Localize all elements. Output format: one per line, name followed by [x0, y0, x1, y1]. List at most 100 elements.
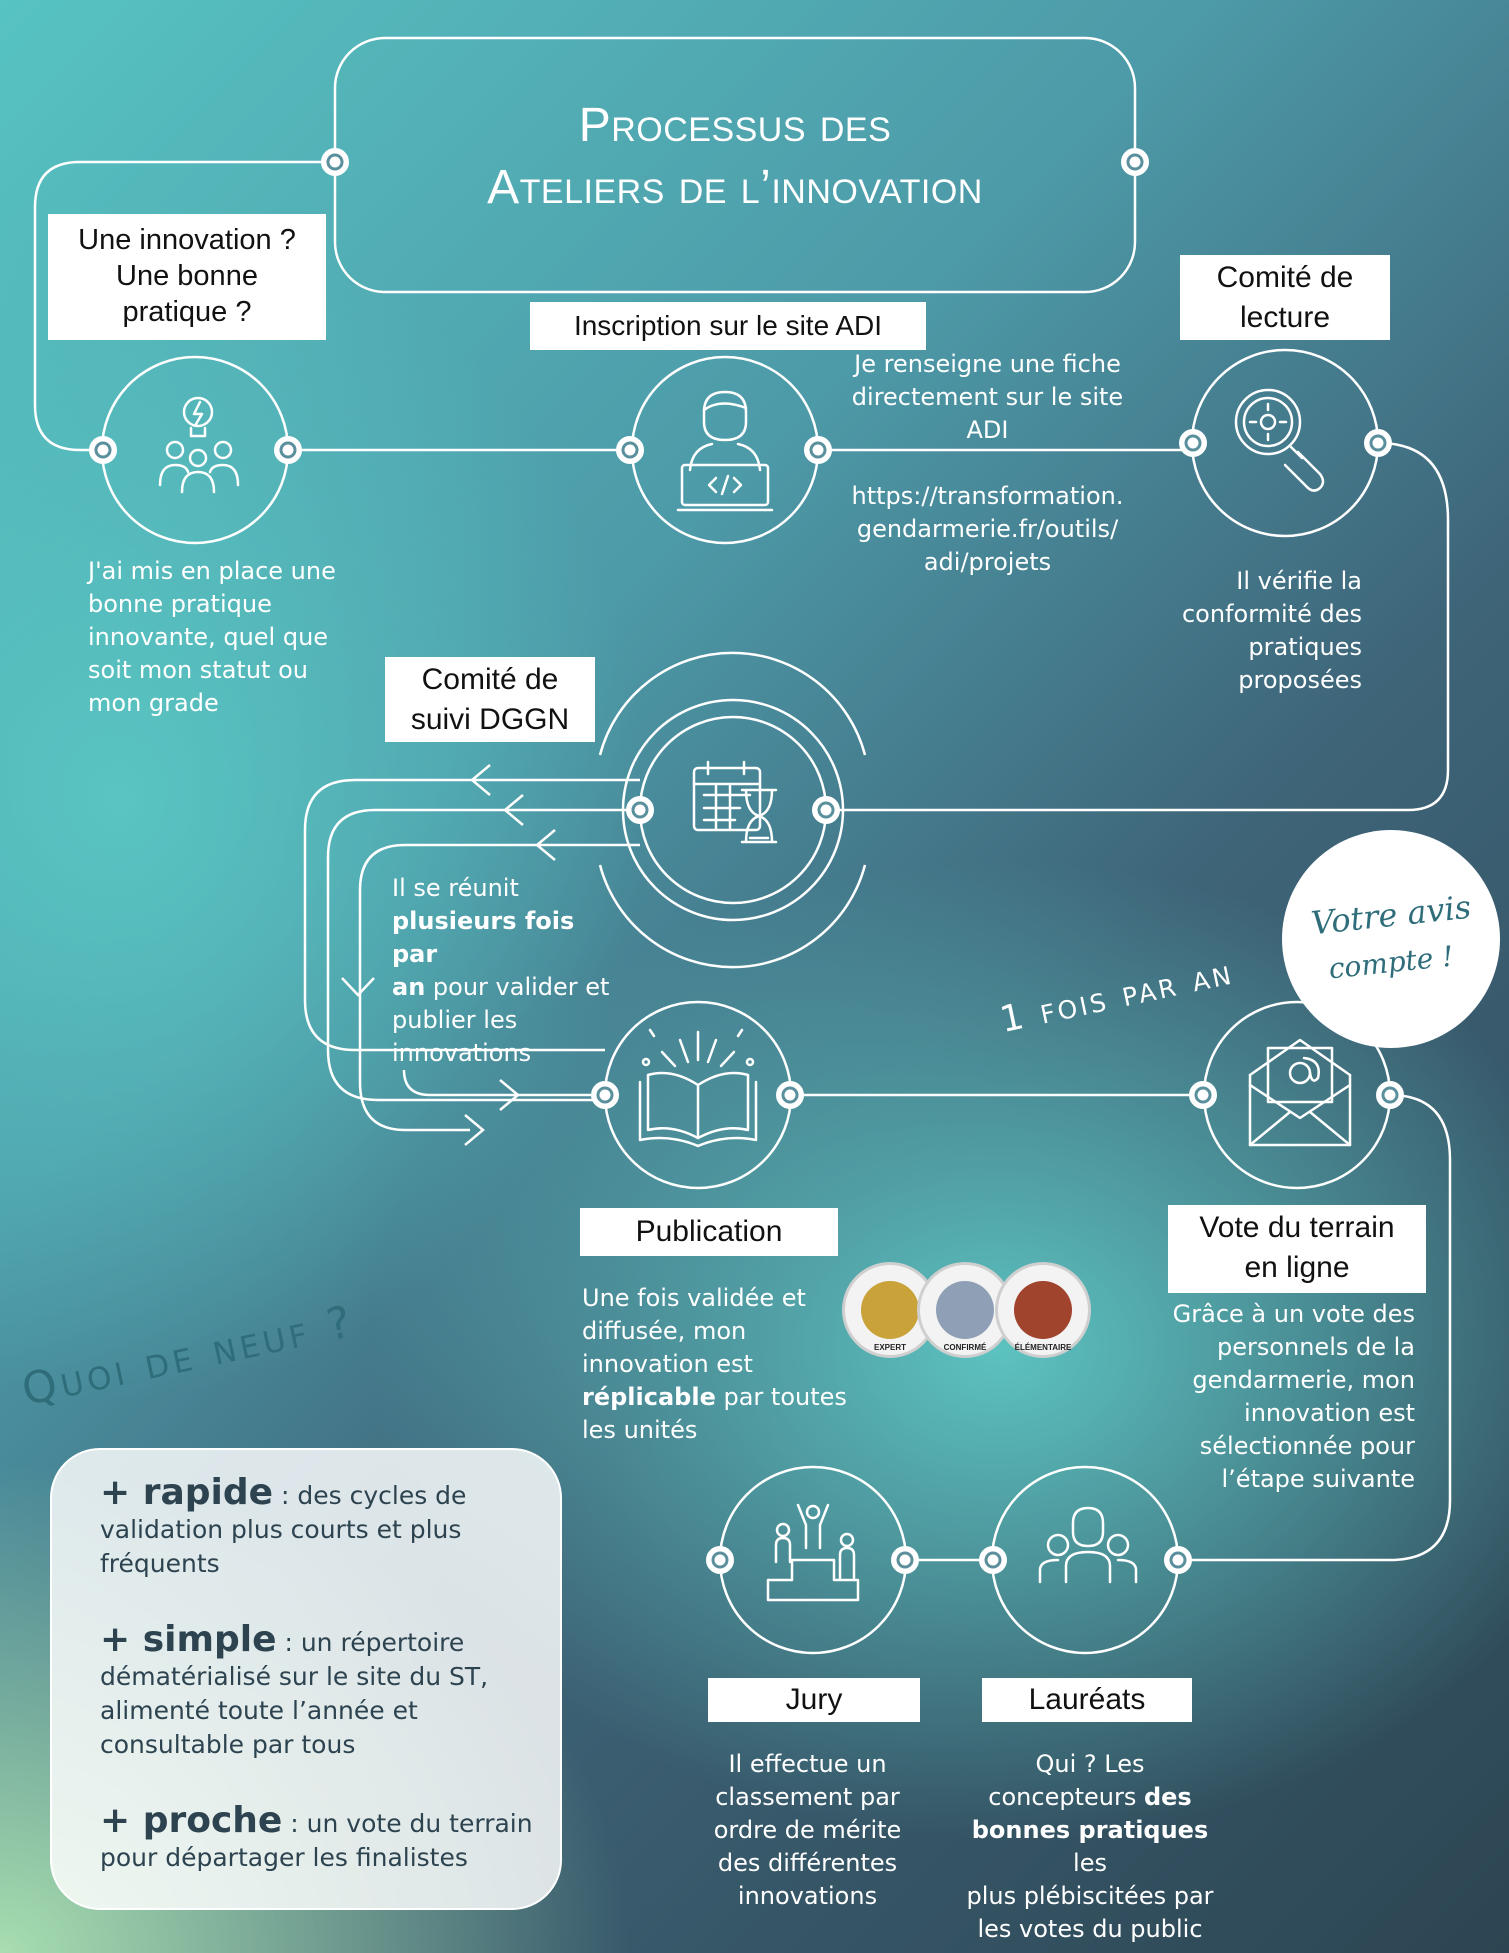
- inscription-circle: [630, 355, 820, 545]
- desc-line: directement sur le site: [851, 383, 1124, 411]
- step-suivi-label: Comité de suivi DGGN: [385, 657, 595, 742]
- label-line: pratique ?: [122, 296, 252, 328]
- desc-text: par toutes: [715, 1383, 847, 1411]
- label-line: Comité de: [421, 663, 559, 696]
- step-inscription-label: Inscription sur le site ADI: [530, 302, 926, 350]
- desc-line: Je renseigne une fiche: [854, 350, 1121, 378]
- desc-text: concepteurs: [988, 1783, 1144, 1811]
- desc-line: les votes du public: [977, 1915, 1203, 1943]
- bubble-line-2: compte !: [1327, 939, 1455, 986]
- label-line: en ligne: [1244, 1251, 1350, 1284]
- desc-line: ordre de mérite: [713, 1816, 902, 1844]
- connector-lecture-suivi: [826, 441, 1450, 812]
- desc-line: innovation est: [582, 1350, 753, 1378]
- desc-line: gendarmerie, mon: [1192, 1366, 1415, 1394]
- loop-4: [402, 1069, 605, 1097]
- lecture-circle: [1190, 348, 1380, 538]
- label-line: Vote du terrain: [1199, 1211, 1395, 1244]
- step-lecture-desc: Il vérifie la conformité des pratiques p…: [1150, 565, 1362, 697]
- suivi-circle-mid: [621, 698, 845, 922]
- step-vote-label: Vote du terrain en ligne: [1168, 1205, 1426, 1293]
- desc-line: personnels de la: [1216, 1333, 1415, 1361]
- label-line: Comité de: [1216, 261, 1354, 294]
- step-lecture-label: Comité de lecture: [1180, 255, 1390, 340]
- step-publication-desc: Une fois validée et diffusée, mon innova…: [582, 1282, 852, 1447]
- badge-confirme-text: CONFIRMÉ: [943, 1343, 987, 1352]
- desc-line: Il vérifie la: [1236, 567, 1362, 595]
- desc-line: Il effectue un: [728, 1750, 887, 1778]
- connector-title-innovation: [33, 160, 335, 452]
- loop-1: [303, 778, 640, 1052]
- news-item-proche: + proche : un vote du terrain pour dépar…: [100, 1803, 540, 1875]
- suivi-circle-inner: [638, 715, 828, 905]
- badge-elementaire: ÉLÉMENTAIRE: [995, 1262, 1091, 1358]
- desc-line: J'ai mis en place une: [88, 557, 336, 585]
- news-keyword: + rapide: [100, 1472, 274, 1513]
- arrow-down: [341, 977, 375, 997]
- desc-line: mon grade: [88, 689, 219, 717]
- badge-elementaire-emblem: [1014, 1281, 1072, 1339]
- desc-line: innovations: [392, 1039, 532, 1067]
- desc-bold: plusieurs fois par: [392, 907, 575, 968]
- desc-line: des différentes: [717, 1849, 898, 1877]
- desc-line: publier les: [392, 1006, 518, 1034]
- label-line: Une bonne: [116, 260, 258, 292]
- arrow-right-2: [464, 1114, 485, 1146]
- step-laureats-desc: Qui ? Les concepteurs des bonnes pratiqu…: [955, 1748, 1225, 1946]
- votre-avis-bubble: Votre avis compte !: [1282, 830, 1500, 1048]
- desc-line: soit mon statut ou: [88, 656, 308, 684]
- news-item-simple: + simple : un répertoire dématérialisé s…: [100, 1622, 540, 1762]
- news-item-rapide: + rapide : des cycles de validation plus…: [100, 1475, 540, 1581]
- calendar-hourglass-icon: [692, 760, 778, 844]
- podium-icon: [766, 1503, 860, 1602]
- step-innovation-desc: J'ai mis en place une bonne pratique inn…: [88, 555, 388, 720]
- adi-link[interactable]: gendarmerie.fr/outils/: [856, 515, 1119, 543]
- desc-line: plus plébiscitées par: [966, 1882, 1214, 1910]
- desc-bold: bonnes pratiques: [971, 1816, 1209, 1844]
- desc-line: classement par: [715, 1783, 900, 1811]
- email-envelope-icon: [1248, 1038, 1352, 1147]
- desc-line: innovations: [737, 1882, 878, 1910]
- desc-line: innovante, quel que: [88, 623, 329, 651]
- news-box: + rapide : des cycles de validation plus…: [50, 1448, 562, 1910]
- arrow-left-2: [503, 794, 524, 826]
- desc-line: Il se réunit: [392, 874, 519, 902]
- arrow-left-3: [535, 829, 556, 861]
- loop-3: [358, 843, 640, 1132]
- step-laureats-label: Lauréats: [982, 1678, 1192, 1722]
- step-jury-desc: Il effectue un classement par ordre de m…: [690, 1748, 925, 1913]
- suivi-arc-top: [598, 651, 867, 756]
- desc-line: bonne pratique: [88, 590, 272, 618]
- desc-bold: réplicable: [582, 1383, 716, 1411]
- desc-bold: des: [1143, 1783, 1192, 1811]
- label-line: Une innovation ?: [78, 224, 296, 256]
- desc-text: les: [1073, 1849, 1107, 1877]
- adi-link[interactable]: https://transformation.: [851, 482, 1124, 510]
- magnifier-gear-icon: [1234, 388, 1325, 492]
- desc-text: pour valider et: [425, 973, 610, 1001]
- adi-link[interactable]: adi/projets: [923, 548, 1052, 576]
- title-line-1: Processus des: [578, 99, 892, 152]
- desc-line: Qui ? Les: [1035, 1750, 1145, 1778]
- title-line-2: Ateliers de l’innovation: [487, 161, 983, 214]
- step-jury-label: Jury: [708, 1678, 920, 1722]
- connector-vote-laureats: [1178, 1093, 1452, 1562]
- step-publication-label: Publication: [580, 1208, 838, 1256]
- badge-expert-text: EXPERT: [873, 1343, 906, 1352]
- news-text: : un vote du terrain pour départager les…: [100, 1809, 533, 1872]
- news-keyword: + simple: [100, 1619, 277, 1660]
- step-suivi-desc: Il se réunit plusieurs fois par an pour …: [392, 872, 622, 1070]
- desc-line: proposées: [1238, 666, 1362, 694]
- step-innovation-label: Une innovation ? Une bonne pratique ?: [48, 214, 326, 340]
- desc-line: conformité des: [1181, 600, 1362, 628]
- label-line: lecture: [1239, 301, 1331, 334]
- loop-2: [326, 808, 640, 1102]
- desc-line: Grâce à un vote des: [1172, 1300, 1415, 1328]
- badge-expert-emblem: [861, 1281, 919, 1339]
- bubble-line-1: Votre avis: [1309, 887, 1473, 943]
- news-text: : un répertoire dématérialisé sur le sit…: [100, 1628, 489, 1759]
- badge-elementaire-text: ÉLÉMENTAIRE: [1014, 1343, 1072, 1352]
- badge-confirme-emblem: [936, 1281, 994, 1339]
- group-people-icon: [1038, 1506, 1138, 1584]
